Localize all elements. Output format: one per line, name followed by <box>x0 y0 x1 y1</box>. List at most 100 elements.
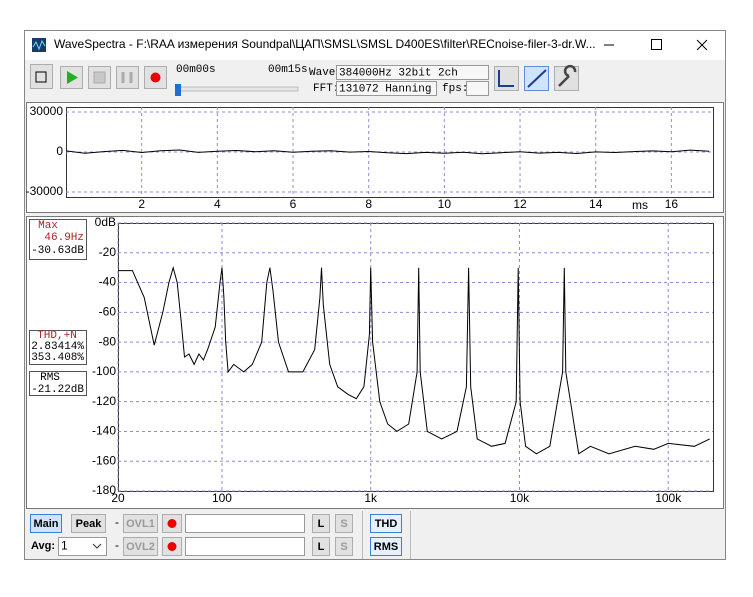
wave-label: Wave: <box>309 67 342 79</box>
y-tick-label: -40 <box>99 275 117 289</box>
pause-icon <box>121 72 133 83</box>
peak-label: Peak <box>76 518 103 530</box>
combo-arrow <box>92 543 102 549</box>
y-tick-label: -30000 <box>26 184 64 198</box>
ovl1-field[interactable] <box>185 514 305 533</box>
stop-icon <box>93 71 106 84</box>
ovl1-button[interactable] <box>123 514 158 533</box>
y-tick-label: 30000 <box>30 104 64 118</box>
ovl2-field[interactable] <box>185 537 305 556</box>
x-axis-label: ms <box>632 198 648 212</box>
s-label: S <box>340 518 347 530</box>
ovl1-label: OVL1 <box>126 518 155 530</box>
signal-line <box>65 149 710 155</box>
play-icon <box>67 71 78 84</box>
s-label: S <box>340 541 347 553</box>
x-tick-label: 100 <box>212 491 232 505</box>
fps-label: fps: <box>442 83 468 95</box>
y-tick-label: -160 <box>92 453 116 467</box>
y-tick-label: -60 <box>99 305 117 319</box>
pause-button[interactable] <box>116 66 139 89</box>
thd-button[interactable] <box>370 514 402 533</box>
l-label: L <box>318 518 325 530</box>
record-icon <box>167 542 177 551</box>
max-box <box>29 219 87 260</box>
x-tick-label: 4 <box>214 197 221 211</box>
record-icon <box>150 72 161 83</box>
max-freq: 46.9Hz <box>44 232 84 244</box>
open-button[interactable] <box>30 64 53 89</box>
x-tick-label: 100k <box>655 491 682 505</box>
thdn-label: THD,+N <box>37 330 77 342</box>
signal-line <box>118 265 710 455</box>
y-tick-label: -80 <box>99 334 117 348</box>
y-tick-label: 0dB <box>95 215 116 229</box>
waveform-chart: 2 4 6 8 10 12 14 16 30000 0 -30000 <box>26 104 714 211</box>
wave-format: 384000Hz 32bit 2ch <box>339 67 458 79</box>
rms-level: -21.22dB <box>31 384 84 396</box>
max-label: Max <box>38 220 58 232</box>
avg-label: Avg: <box>31 540 55 552</box>
time-start: 00m00s <box>176 64 216 76</box>
l-label: L <box>318 541 325 553</box>
rms-label: RMS <box>40 372 60 384</box>
thd-label: THD <box>375 518 398 530</box>
y-tick-label: -120 <box>92 394 116 408</box>
x-tick-label: 20 <box>111 491 125 505</box>
ovl2-label: OVL2 <box>126 541 155 553</box>
s-button[interactable] <box>335 537 353 556</box>
lr-icon <box>498 70 514 87</box>
x-tick-label: 8 <box>365 197 372 211</box>
thdn-value: 2.83414% <box>31 341 84 353</box>
fft-label: FFT: <box>313 83 339 95</box>
rms-mode-label: RMS <box>374 541 398 553</box>
settings-icon <box>558 64 577 87</box>
x-tick-label: 2 <box>138 197 145 211</box>
x-tick-label: 14 <box>589 197 603 211</box>
fft-setting: 131072 Hanning <box>339 83 431 95</box>
dash: - <box>115 538 119 552</box>
rms-box <box>29 371 87 396</box>
x-tick-label: 16 <box>665 197 679 211</box>
y-tick-label: -100 <box>92 364 116 378</box>
x-tick-label: 6 <box>290 197 297 211</box>
plot-area <box>118 223 714 492</box>
s-button[interactable] <box>335 514 353 533</box>
rms-button[interactable] <box>370 537 402 556</box>
thdn-box <box>29 330 87 365</box>
time-end: 00m15s <box>268 64 308 76</box>
app-icon-wave <box>32 39 46 51</box>
window-title: WaveSpectra - F:\RAA измерения Soundpal\… <box>54 37 596 51</box>
close-button[interactable] <box>696 39 708 51</box>
x-tick-label: 1k <box>364 491 378 505</box>
avg-combo[interactable] <box>58 537 107 556</box>
maximize-button[interactable] <box>651 39 662 50</box>
x-tick-label: 10k <box>510 491 530 505</box>
dash: - <box>115 515 119 529</box>
record-icon <box>167 519 177 528</box>
l-button[interactable] <box>312 537 330 556</box>
peak-button[interactable] <box>71 514 106 533</box>
fps-field <box>466 81 489 96</box>
x-tick-label: 12 <box>513 197 527 211</box>
position-track <box>175 86 299 92</box>
wave-field <box>336 65 489 80</box>
main-button[interactable] <box>30 514 62 533</box>
l-button[interactable] <box>312 514 330 533</box>
y-tick-label: -140 <box>92 424 116 438</box>
thdn-value: 353.408% <box>31 352 84 364</box>
hz-db-icon <box>527 69 547 88</box>
position-thumb[interactable] <box>175 84 181 96</box>
ovl2-button[interactable] <box>123 537 158 556</box>
avg-value: 1 <box>61 539 68 553</box>
fft-field <box>336 81 437 96</box>
y-tick-label: -180 <box>92 483 116 497</box>
x-tick-label: 10 <box>438 197 452 211</box>
y-tick-label: -20 <box>99 245 117 259</box>
max-level: -30.63dB <box>31 245 84 257</box>
y-tick-label: 0 <box>56 144 63 158</box>
spectrum-chart: 20 100 1k 10k 100k 0dB -20 -40 -60 -80 -100 -120 -14… <box>92 215 714 505</box>
main-label: Main <box>33 518 58 530</box>
